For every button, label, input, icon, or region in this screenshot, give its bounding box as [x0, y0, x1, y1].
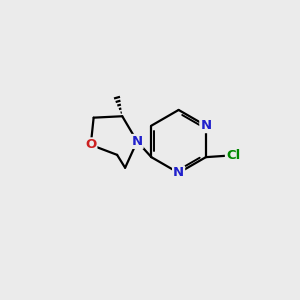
Text: N: N: [200, 119, 211, 132]
Text: N: N: [132, 135, 143, 148]
Text: Cl: Cl: [226, 149, 240, 162]
Text: O: O: [85, 138, 96, 152]
Text: N: N: [173, 167, 184, 179]
